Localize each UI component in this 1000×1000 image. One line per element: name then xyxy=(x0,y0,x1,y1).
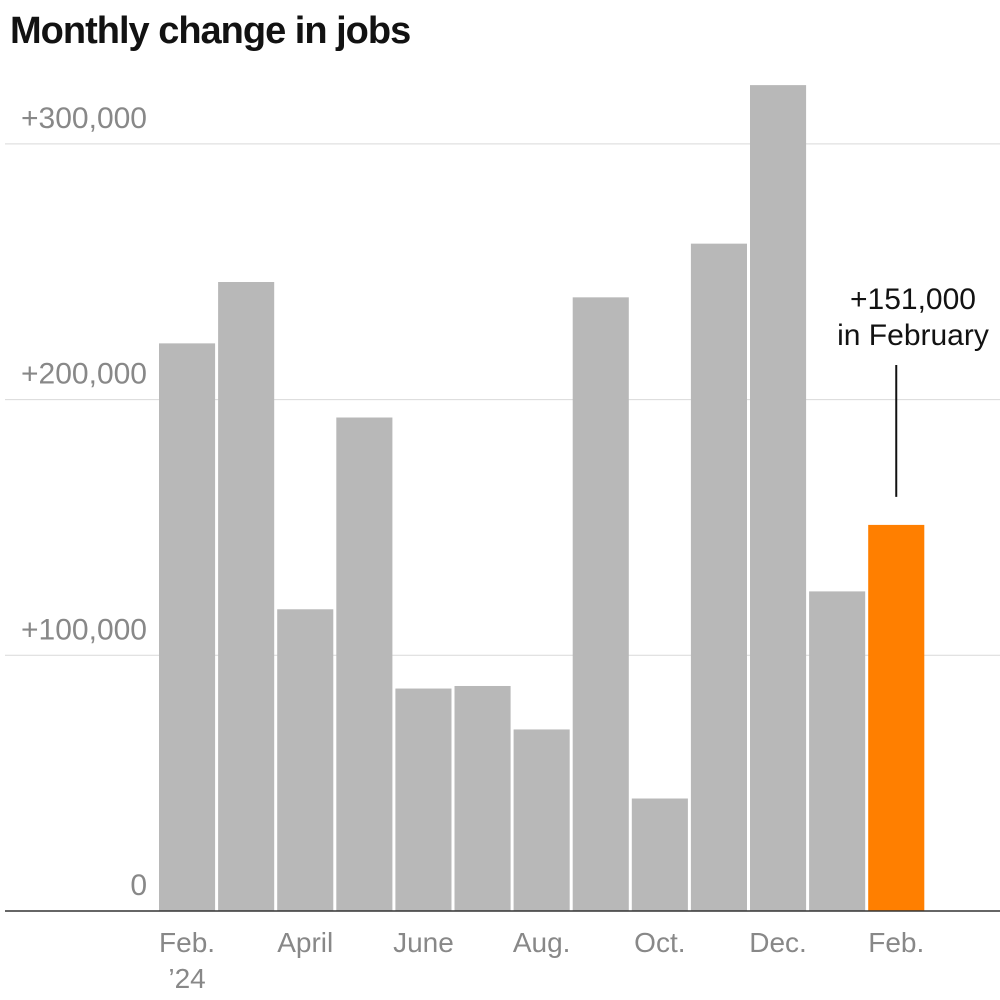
bar xyxy=(218,281,275,911)
x-tick-label: April xyxy=(277,927,333,958)
y-tick-label: +200,000 xyxy=(21,358,147,391)
bar xyxy=(690,243,747,912)
x-tick-label: Feb. xyxy=(159,927,215,958)
x-tick-label: ’24 xyxy=(168,963,205,994)
bar-highlighted xyxy=(868,524,925,911)
x-tick-label: June xyxy=(393,927,454,958)
y-tick-label: +300,000 xyxy=(21,102,147,135)
x-tick-label: Dec. xyxy=(749,927,807,958)
gridlines xyxy=(5,143,1000,656)
chart-title: Monthly change in jobs xyxy=(10,10,411,52)
bar xyxy=(395,688,452,911)
y-tick-label: 0 xyxy=(130,869,147,902)
bar xyxy=(631,798,688,911)
bar xyxy=(336,417,393,911)
x-tick-label: Oct. xyxy=(634,927,685,958)
bar xyxy=(159,343,216,912)
x-tick-label: Feb. xyxy=(868,927,924,958)
bar xyxy=(750,85,807,912)
bar xyxy=(513,729,570,911)
labels: 0 +100,000 +200,000 +300,000 Feb. ’24 April Jun… xyxy=(21,102,989,994)
bars xyxy=(159,85,925,912)
x-tick-label: Aug. xyxy=(513,927,571,958)
bar xyxy=(809,591,866,911)
bar xyxy=(454,685,511,911)
annotation-label: in February xyxy=(837,319,989,352)
bar xyxy=(277,609,334,911)
annotation-label: +151,000 xyxy=(850,283,976,316)
bar xyxy=(572,297,629,911)
y-tick-label: +100,000 xyxy=(21,613,147,646)
